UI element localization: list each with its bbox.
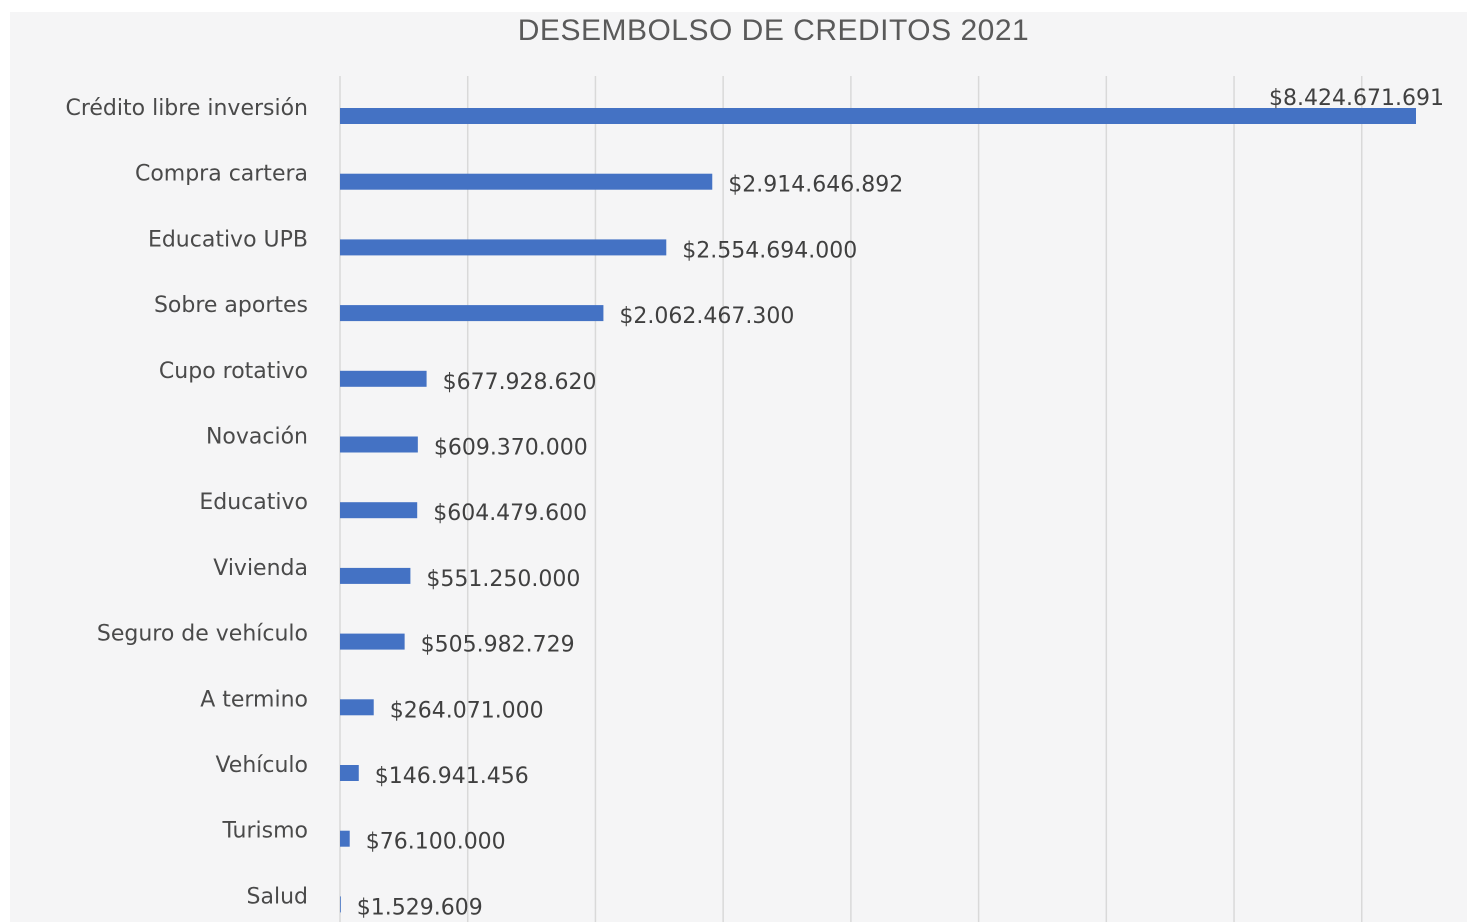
bar [340,830,350,847]
category-label: Seguro de vehículo [97,622,308,647]
data-label: $264.071.000 [390,698,544,723]
data-label: $1.529.609 [357,895,483,920]
data-label: $551.250.000 [426,567,580,592]
bar [340,567,411,584]
data-label: $76.100.000 [366,830,506,855]
data-label: $609.370.000 [434,436,588,461]
category-label: Novación [206,425,308,450]
category-label: Sobre aportes [154,293,308,318]
bar [340,370,427,387]
category-label: Compra cartera [135,162,308,187]
bar [340,502,418,519]
data-label: $2.554.694.000 [682,238,857,263]
bar [340,699,374,716]
category-label: Vivienda [213,556,308,581]
data-label: $8.424.671.691 [1269,86,1444,111]
bar [340,436,418,453]
data-label: $604.479.600 [433,501,587,526]
data-label: $2.914.646.892 [728,173,903,198]
data-label: $505.982.729 [421,633,575,658]
bar [340,765,359,781]
data-label: $2.062.467.300 [619,304,794,329]
category-label: Crédito libre inversión [65,96,308,121]
category-label: A termino [200,687,308,712]
category-label: Turismo [221,819,308,844]
data-label: $146.941.456 [375,764,529,789]
bar [340,633,405,650]
bar [340,108,1416,124]
category-label: Educativo UPB [148,227,308,252]
category-label: Cupo rotativo [159,359,308,384]
category-label: Vehículo [215,753,308,778]
chart-area [10,12,1467,922]
category-label: Salud [247,884,308,909]
bar [340,305,604,322]
bar [340,239,667,256]
data-label: $677.928.620 [443,370,597,395]
category-label: Educativo [199,490,308,515]
bar [340,896,341,913]
chart-title: DESEMBOLSO DE CREDITOS 2021 [517,14,1030,47]
bar [340,173,713,190]
